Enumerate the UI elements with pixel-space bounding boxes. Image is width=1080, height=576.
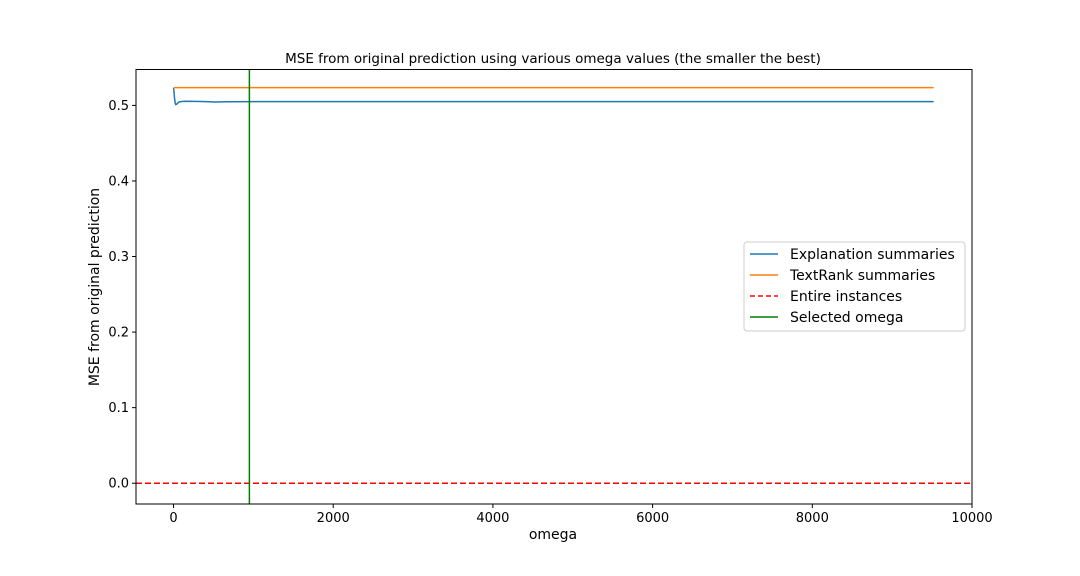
x-tick-label: 2000 (317, 511, 350, 526)
x-axis-title: omega (529, 527, 577, 543)
x-tick-label: 10000 (951, 511, 992, 526)
x-tick-label: 4000 (476, 511, 509, 526)
y-tick-label: 0.4 (108, 174, 129, 189)
chart-title: MSE from original prediction using vario… (285, 51, 821, 67)
plot-frame (135, 69, 973, 505)
y-tick-label: 0.3 (108, 250, 129, 265)
y-tick-label: 0.5 (108, 99, 129, 114)
legend: Explanation summaries TextRank summaries E… (743, 241, 966, 332)
y-tick-label: 0.2 (108, 326, 129, 341)
legend-box (743, 241, 966, 332)
y-axis-ticks: 0.0 0.1 0.2 0.3 0.4 0.5 (108, 99, 136, 492)
y-tick-label: 0.1 (108, 401, 129, 416)
series-line-explanation-summaries (172, 87, 934, 106)
legend-label-textrank-summaries: TextRank summaries (789, 268, 935, 284)
legend-label-entire-instances: Entire instances (790, 289, 902, 305)
x-tick-label: 8000 (796, 511, 829, 526)
legend-label-explanation-summaries: Explanation summaries (790, 247, 955, 263)
legend-label-selected-omega: Selected omega (790, 310, 903, 326)
x-axis-ticks: 0 2000 4000 6000 8000 10000 (169, 504, 993, 526)
y-tick-label: 0.0 (108, 477, 129, 492)
plot-area (136, 69, 972, 504)
y-axis-title: MSE from original prediction (87, 188, 103, 386)
x-tick-label: 0 (169, 511, 177, 526)
x-tick-label: 6000 (636, 511, 669, 526)
